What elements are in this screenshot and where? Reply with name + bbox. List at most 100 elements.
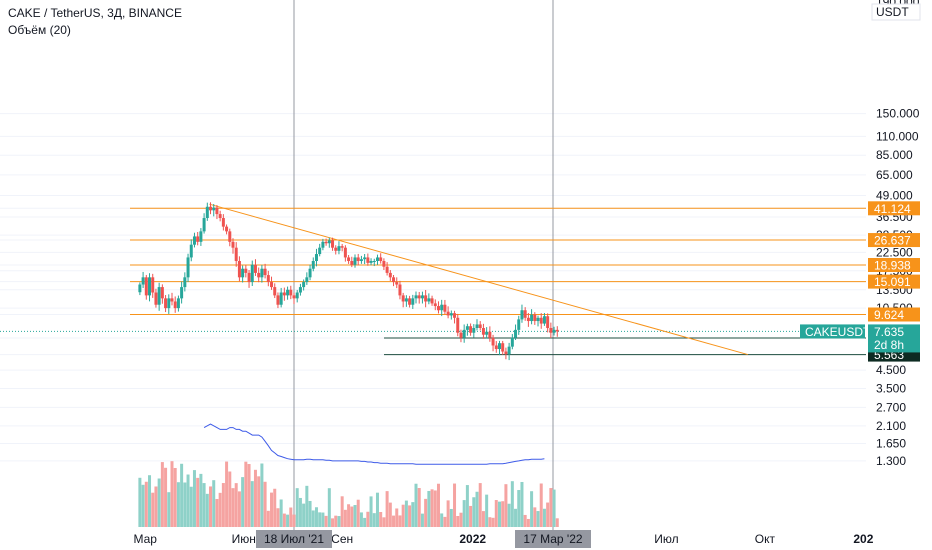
current-price-tag bbox=[868, 324, 920, 353]
candle-body bbox=[199, 231, 203, 242]
volume-bar bbox=[151, 492, 155, 527]
price-tick-label: 49.000 bbox=[876, 188, 913, 202]
volume-bars bbox=[138, 461, 559, 527]
volume-indicator-label[interactable]: Объём (20) bbox=[8, 23, 71, 37]
volume-bar bbox=[237, 491, 241, 527]
volume-bar bbox=[257, 476, 261, 527]
volume-bar bbox=[212, 480, 216, 527]
candle-body bbox=[494, 345, 498, 350]
volume-bar bbox=[160, 462, 164, 527]
volume-bar bbox=[286, 514, 290, 527]
candle-body bbox=[318, 247, 322, 255]
candle-body bbox=[324, 241, 328, 244]
candle-body bbox=[234, 247, 238, 262]
candle-body bbox=[424, 295, 428, 302]
candle-body bbox=[253, 264, 257, 273]
volume-bar bbox=[324, 515, 328, 527]
volume-bar bbox=[542, 508, 546, 527]
volume-bar bbox=[228, 471, 232, 527]
candle-body bbox=[144, 277, 148, 296]
volume-bar bbox=[311, 510, 315, 527]
volume-bar bbox=[282, 513, 286, 527]
volume-bar bbox=[485, 494, 489, 527]
candle-body bbox=[260, 268, 264, 278]
volume-bar bbox=[347, 504, 351, 527]
volume-bar bbox=[244, 461, 248, 527]
volume-bar bbox=[253, 469, 257, 527]
volume-bar bbox=[501, 501, 505, 527]
crosshair-date-label: 17 Мар '22 bbox=[523, 532, 582, 546]
candle-body bbox=[507, 346, 511, 355]
volume-bar bbox=[314, 507, 318, 527]
candle-body bbox=[298, 287, 302, 293]
volume-bar bbox=[266, 510, 270, 527]
candle-body bbox=[420, 295, 424, 299]
volume-bar bbox=[234, 483, 238, 527]
volume-bar bbox=[395, 508, 399, 527]
crosshair-date-box bbox=[515, 530, 591, 548]
candle-body bbox=[449, 313, 453, 316]
volume-bar bbox=[372, 513, 376, 527]
candle-body bbox=[414, 295, 418, 299]
volume-bar bbox=[202, 483, 206, 527]
volume-bar bbox=[199, 473, 203, 527]
volume-bar bbox=[408, 505, 412, 527]
volume-bar bbox=[189, 486, 193, 527]
candle-body bbox=[334, 247, 338, 251]
volume-bar bbox=[167, 492, 171, 527]
level-price-tag bbox=[868, 307, 920, 322]
candle-body bbox=[379, 257, 383, 262]
candle-body bbox=[148, 277, 152, 296]
volume-bar bbox=[526, 518, 530, 527]
volume-bar bbox=[218, 492, 222, 527]
candle-body bbox=[542, 316, 546, 324]
volume-bar bbox=[385, 491, 389, 527]
volume-bar bbox=[225, 461, 229, 527]
volume-bar bbox=[414, 483, 418, 527]
volume-bar bbox=[379, 512, 383, 527]
candle-body bbox=[481, 328, 485, 335]
volume-bar bbox=[164, 467, 168, 527]
candle-body bbox=[157, 287, 161, 305]
candle-body bbox=[308, 268, 312, 278]
candle-body bbox=[488, 331, 492, 338]
candle-body bbox=[417, 295, 421, 299]
symbol-title[interactable]: CAKE / TetherUS, 3Д, BINANCE bbox=[8, 6, 182, 20]
candle-body bbox=[388, 272, 392, 278]
price-tick-label: 2.100 bbox=[876, 419, 906, 433]
volume-bar bbox=[318, 512, 322, 527]
volume-bar bbox=[260, 463, 264, 527]
candle-body bbox=[205, 206, 209, 219]
volume-bar bbox=[436, 483, 440, 527]
candle-body bbox=[311, 261, 315, 269]
candle-body bbox=[491, 337, 495, 346]
candle-body bbox=[289, 289, 293, 296]
price-tick-label: 3.500 bbox=[876, 381, 906, 395]
descending-trendline bbox=[209, 203, 748, 356]
candle-body bbox=[440, 304, 444, 311]
current-price-label: 7.635 bbox=[874, 325, 904, 339]
price-tick-label: 1.300 bbox=[876, 454, 906, 468]
volume-bar bbox=[241, 477, 245, 527]
price-axis: 1.3001.6502.1002.7003.5004.50010.50013.5… bbox=[800, 0, 921, 468]
volume-bar bbox=[465, 485, 469, 527]
candle-body bbox=[347, 257, 351, 262]
volume-bar bbox=[363, 517, 367, 527]
volume-bar bbox=[552, 489, 556, 527]
volume-bar bbox=[141, 484, 145, 527]
volume-bar bbox=[183, 482, 187, 527]
candle-body bbox=[173, 301, 177, 309]
candle-body bbox=[526, 317, 530, 322]
volume-bar bbox=[359, 512, 363, 527]
volume-bar bbox=[401, 504, 405, 527]
price-tick-label: 110.000 bbox=[876, 129, 919, 143]
candle-body bbox=[382, 261, 386, 267]
price-tick-label: 85.000 bbox=[876, 148, 913, 162]
candle-body bbox=[398, 284, 402, 296]
volume-bar bbox=[430, 489, 434, 527]
volume-bar bbox=[205, 493, 209, 527]
volume-bar bbox=[404, 500, 408, 527]
volume-bar bbox=[327, 488, 331, 527]
candle-body bbox=[517, 319, 521, 330]
